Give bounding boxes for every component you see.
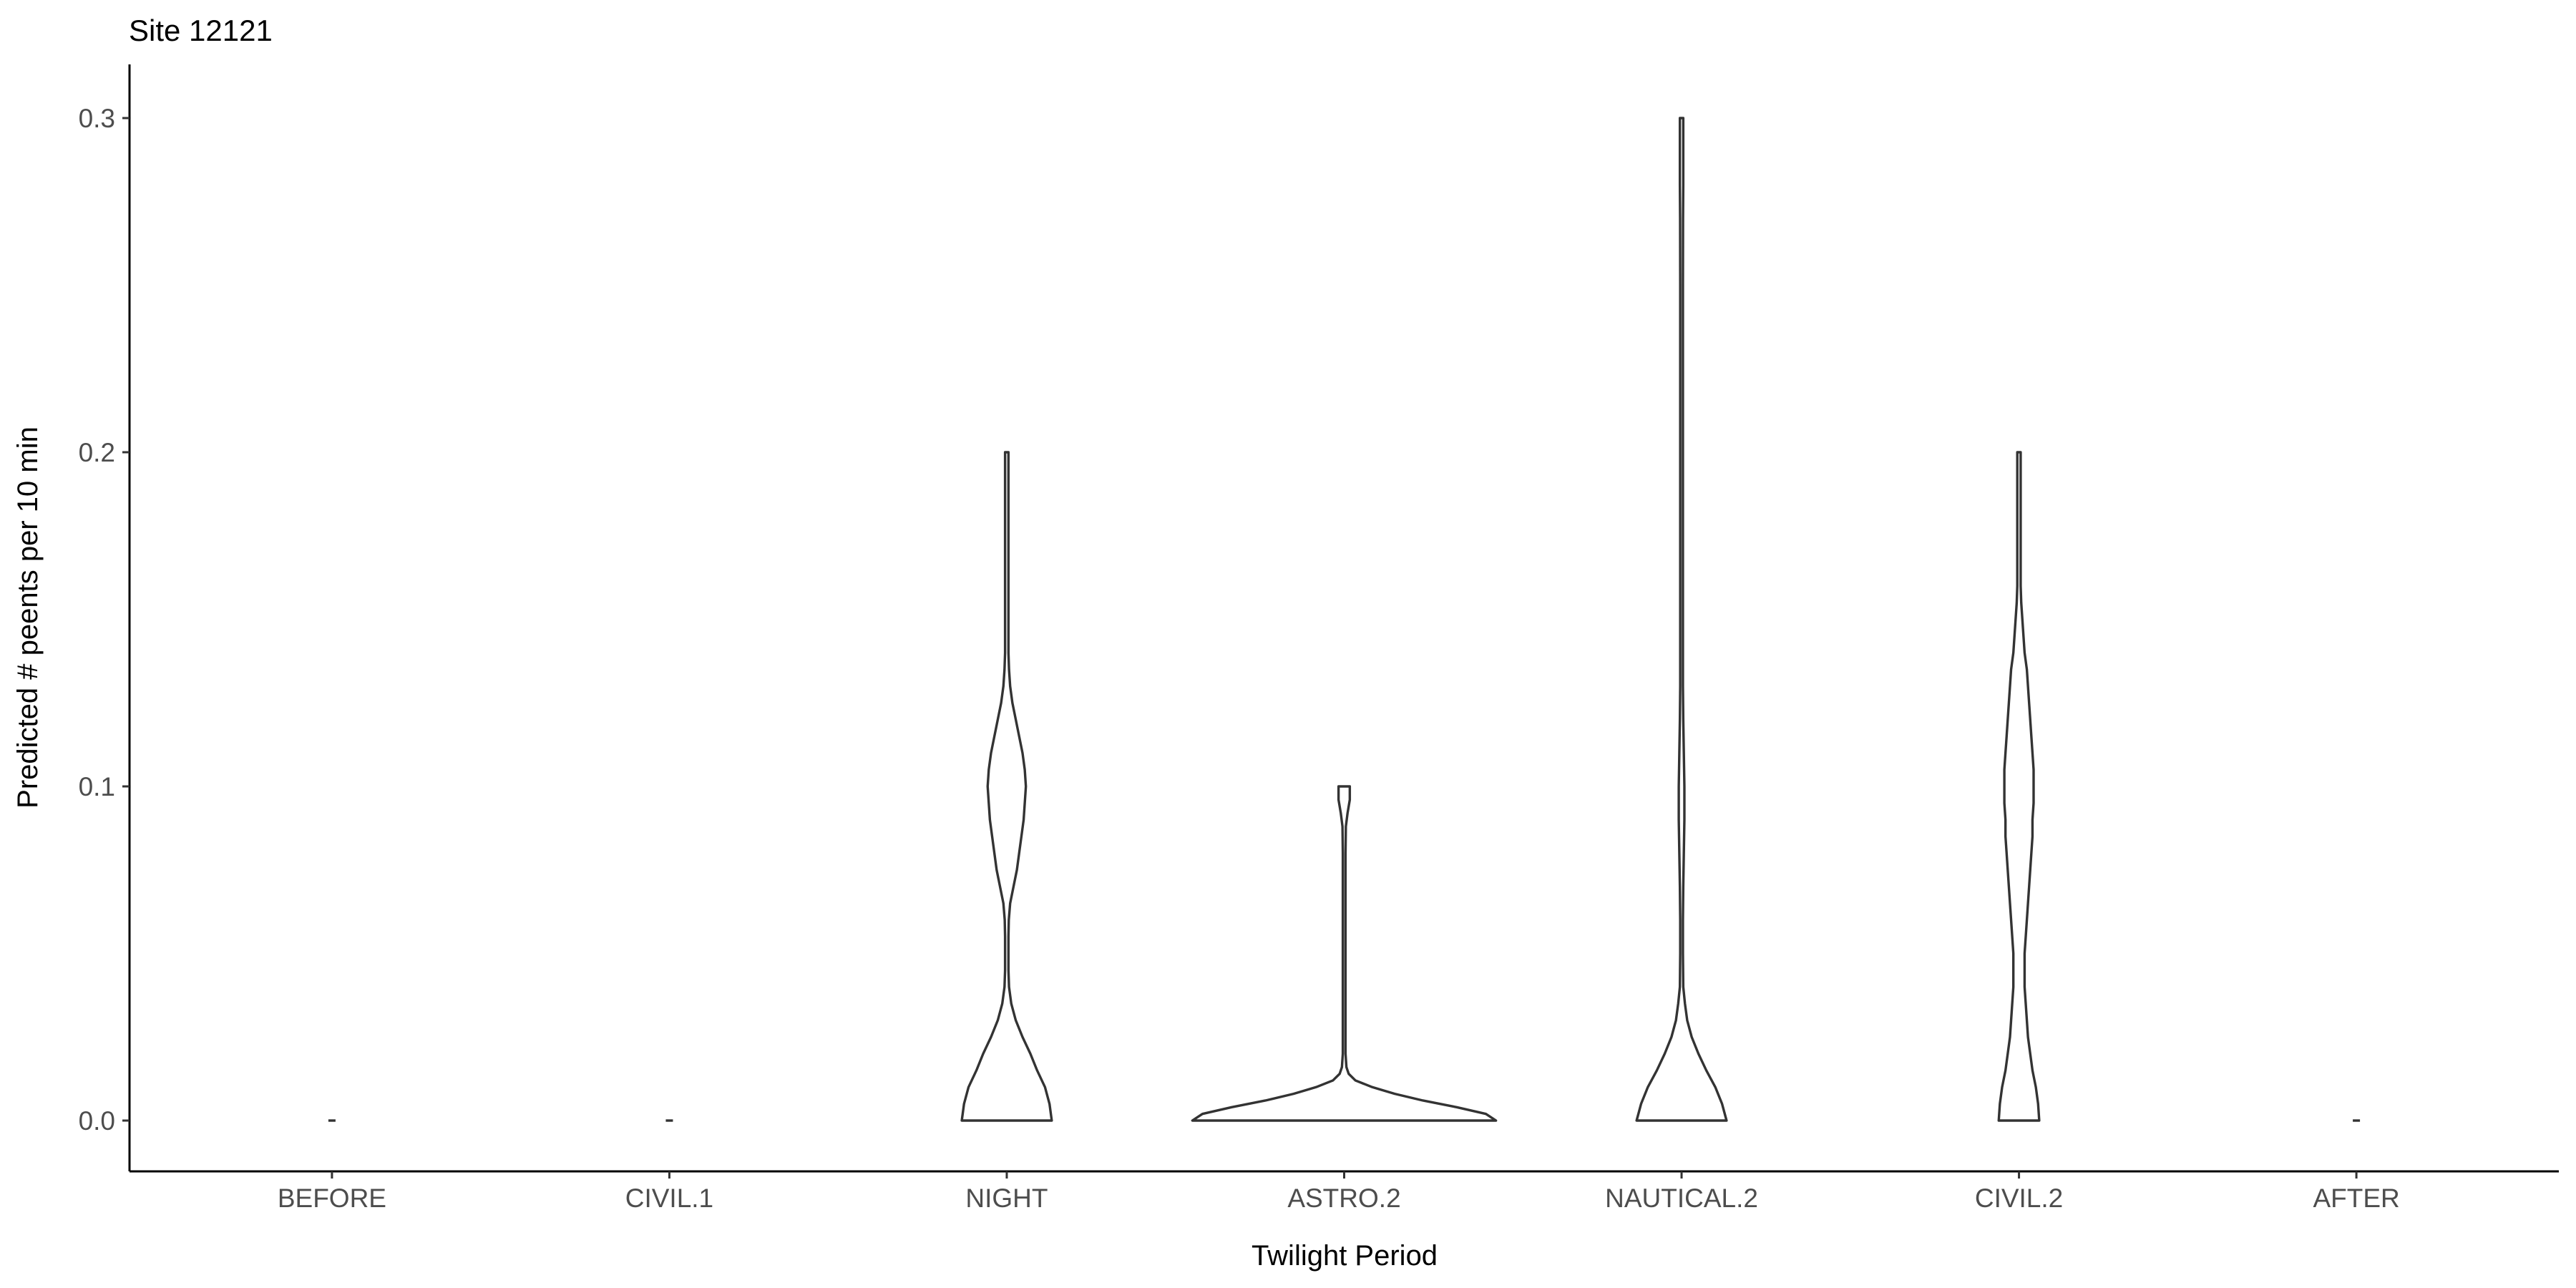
y-axis-ticks: 0.0 0.1 0.2 0.3 (79, 104, 130, 1136)
violin-night (960, 451, 1053, 1122)
x-tick-label: BEFORE (278, 1184, 386, 1213)
violin-nautical-2 (1635, 117, 1728, 1122)
y-tick-label: 0.1 (79, 772, 115, 801)
x-tick-label: ASTRO.2 (1287, 1184, 1400, 1213)
x-tick-label: NAUTICAL.2 (1605, 1184, 1758, 1213)
y-axis-title: Predicted # peents per 10 min (12, 426, 44, 809)
x-axis-ticks: BEFORE CIVIL.1 NIGHT ASTRO.2 NAUTICAL.2 CIVIL… (278, 1171, 2400, 1213)
violin-astro-2 (1191, 785, 1498, 1122)
x-tick-label: CIVIL.2 (1975, 1184, 2063, 1213)
chart-title: Site 12121 (129, 14, 273, 47)
violin-civil-2 (1997, 451, 2041, 1122)
x-tick-label: NIGHT (965, 1184, 1048, 1213)
y-tick-label: 0.3 (79, 104, 115, 133)
x-tick-label: AFTER (2313, 1184, 2399, 1213)
x-tick-label: CIVIL.1 (625, 1184, 713, 1213)
violin-layer (328, 117, 2361, 1122)
y-tick-label: 0.0 (79, 1106, 115, 1136)
y-tick-label: 0.2 (79, 438, 115, 467)
x-axis-title: Twilight Period (1252, 1240, 1438, 1272)
